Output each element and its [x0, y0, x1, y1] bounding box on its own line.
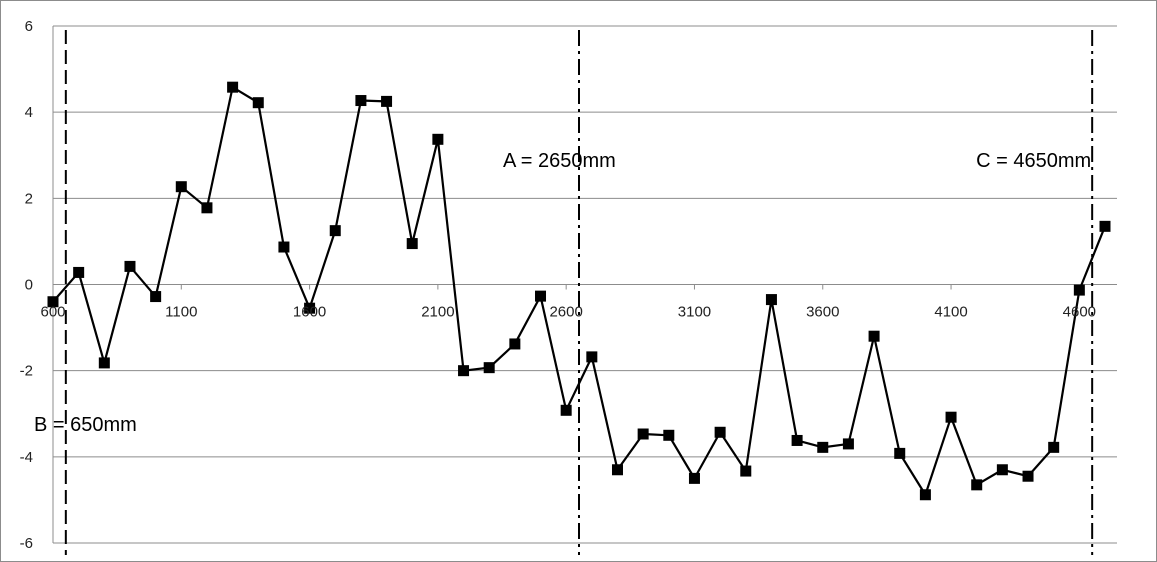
- reference-lines: [64, 30, 1094, 555]
- x-tick-label: 1100: [165, 304, 197, 321]
- data-point-marker: [381, 95, 393, 107]
- axes: [52, 26, 1117, 543]
- data-point-marker: [1099, 220, 1111, 232]
- data-point-marker: [560, 404, 572, 416]
- data-point-marker: [945, 411, 957, 423]
- data-point-marker: [150, 291, 162, 303]
- data-point-marker: [73, 266, 85, 278]
- data-point-marker: [919, 489, 931, 501]
- reference-line-label: A = 2650mm: [503, 150, 616, 172]
- data-point-marker: [483, 362, 495, 374]
- data-point-marker: [586, 351, 598, 363]
- x-tick-label: 600: [40, 304, 65, 321]
- data-point-marker: [355, 95, 367, 107]
- data-point-marker: [868, 330, 880, 342]
- y-tick-label: 6: [25, 18, 33, 35]
- data-series: [47, 81, 1111, 501]
- data-point-marker: [637, 428, 649, 440]
- data-point-marker: [1048, 441, 1060, 453]
- x-tick-label: 2100: [421, 304, 454, 321]
- x-tick-label: 4600: [1063, 304, 1096, 321]
- data-point-marker: [1022, 470, 1034, 482]
- data-point-marker: [252, 97, 264, 109]
- x-tick-label: 1600: [293, 304, 326, 321]
- data-point-marker: [971, 479, 983, 491]
- data-point-marker: [535, 290, 547, 302]
- data-point-marker: [996, 464, 1008, 476]
- y-tick-label: 2: [25, 190, 33, 207]
- data-point-marker: [175, 181, 187, 193]
- data-point-marker: [791, 434, 803, 446]
- data-point-marker: [842, 438, 854, 450]
- y-tick-label: 4: [25, 104, 33, 121]
- tick-labels: -6 -4 -2 0 2 4 6 600 1100 1600 2100 2600 3100 3600 410…: [20, 18, 1096, 552]
- data-point-marker: [740, 465, 752, 477]
- data-point-marker: [432, 133, 444, 145]
- series-line: [52, 86, 1107, 496]
- data-point-marker: [98, 357, 110, 369]
- reference-line-label: B = 650mm: [34, 414, 137, 436]
- data-point-marker: [227, 81, 239, 93]
- reference-line-label: C = 4650mm: [976, 150, 1091, 172]
- data-point-marker: [329, 225, 341, 237]
- gridlines: [53, 25, 1117, 544]
- y-tick-label: -6: [20, 535, 33, 552]
- data-point-marker: [458, 365, 470, 377]
- data-point-marker: [663, 429, 675, 441]
- data-point-marker: [894, 447, 906, 459]
- data-point-marker: [611, 464, 623, 476]
- data-point-marker: [278, 241, 290, 253]
- y-tick-label: -4: [20, 449, 33, 466]
- data-point-marker: [47, 296, 59, 308]
- x-tick-label: 3600: [806, 304, 839, 321]
- data-point-marker: [817, 441, 829, 453]
- x-tick-label: 3100: [678, 304, 711, 321]
- x-tick-label: 4100: [934, 304, 967, 321]
- data-point-marker: [509, 338, 521, 350]
- x-tick-label: 2600: [549, 304, 582, 321]
- data-point-marker: [124, 260, 136, 272]
- y-tick-label: 0: [25, 277, 33, 294]
- data-point-marker: [688, 472, 700, 484]
- data-point-marker: [714, 426, 726, 438]
- data-point-marker: [304, 302, 316, 314]
- y-tick-label: -2: [20, 363, 33, 380]
- data-point-marker: [765, 294, 777, 306]
- data-point-marker: [201, 202, 213, 214]
- data-point-marker: [1073, 284, 1085, 296]
- data-point-marker: [406, 238, 418, 250]
